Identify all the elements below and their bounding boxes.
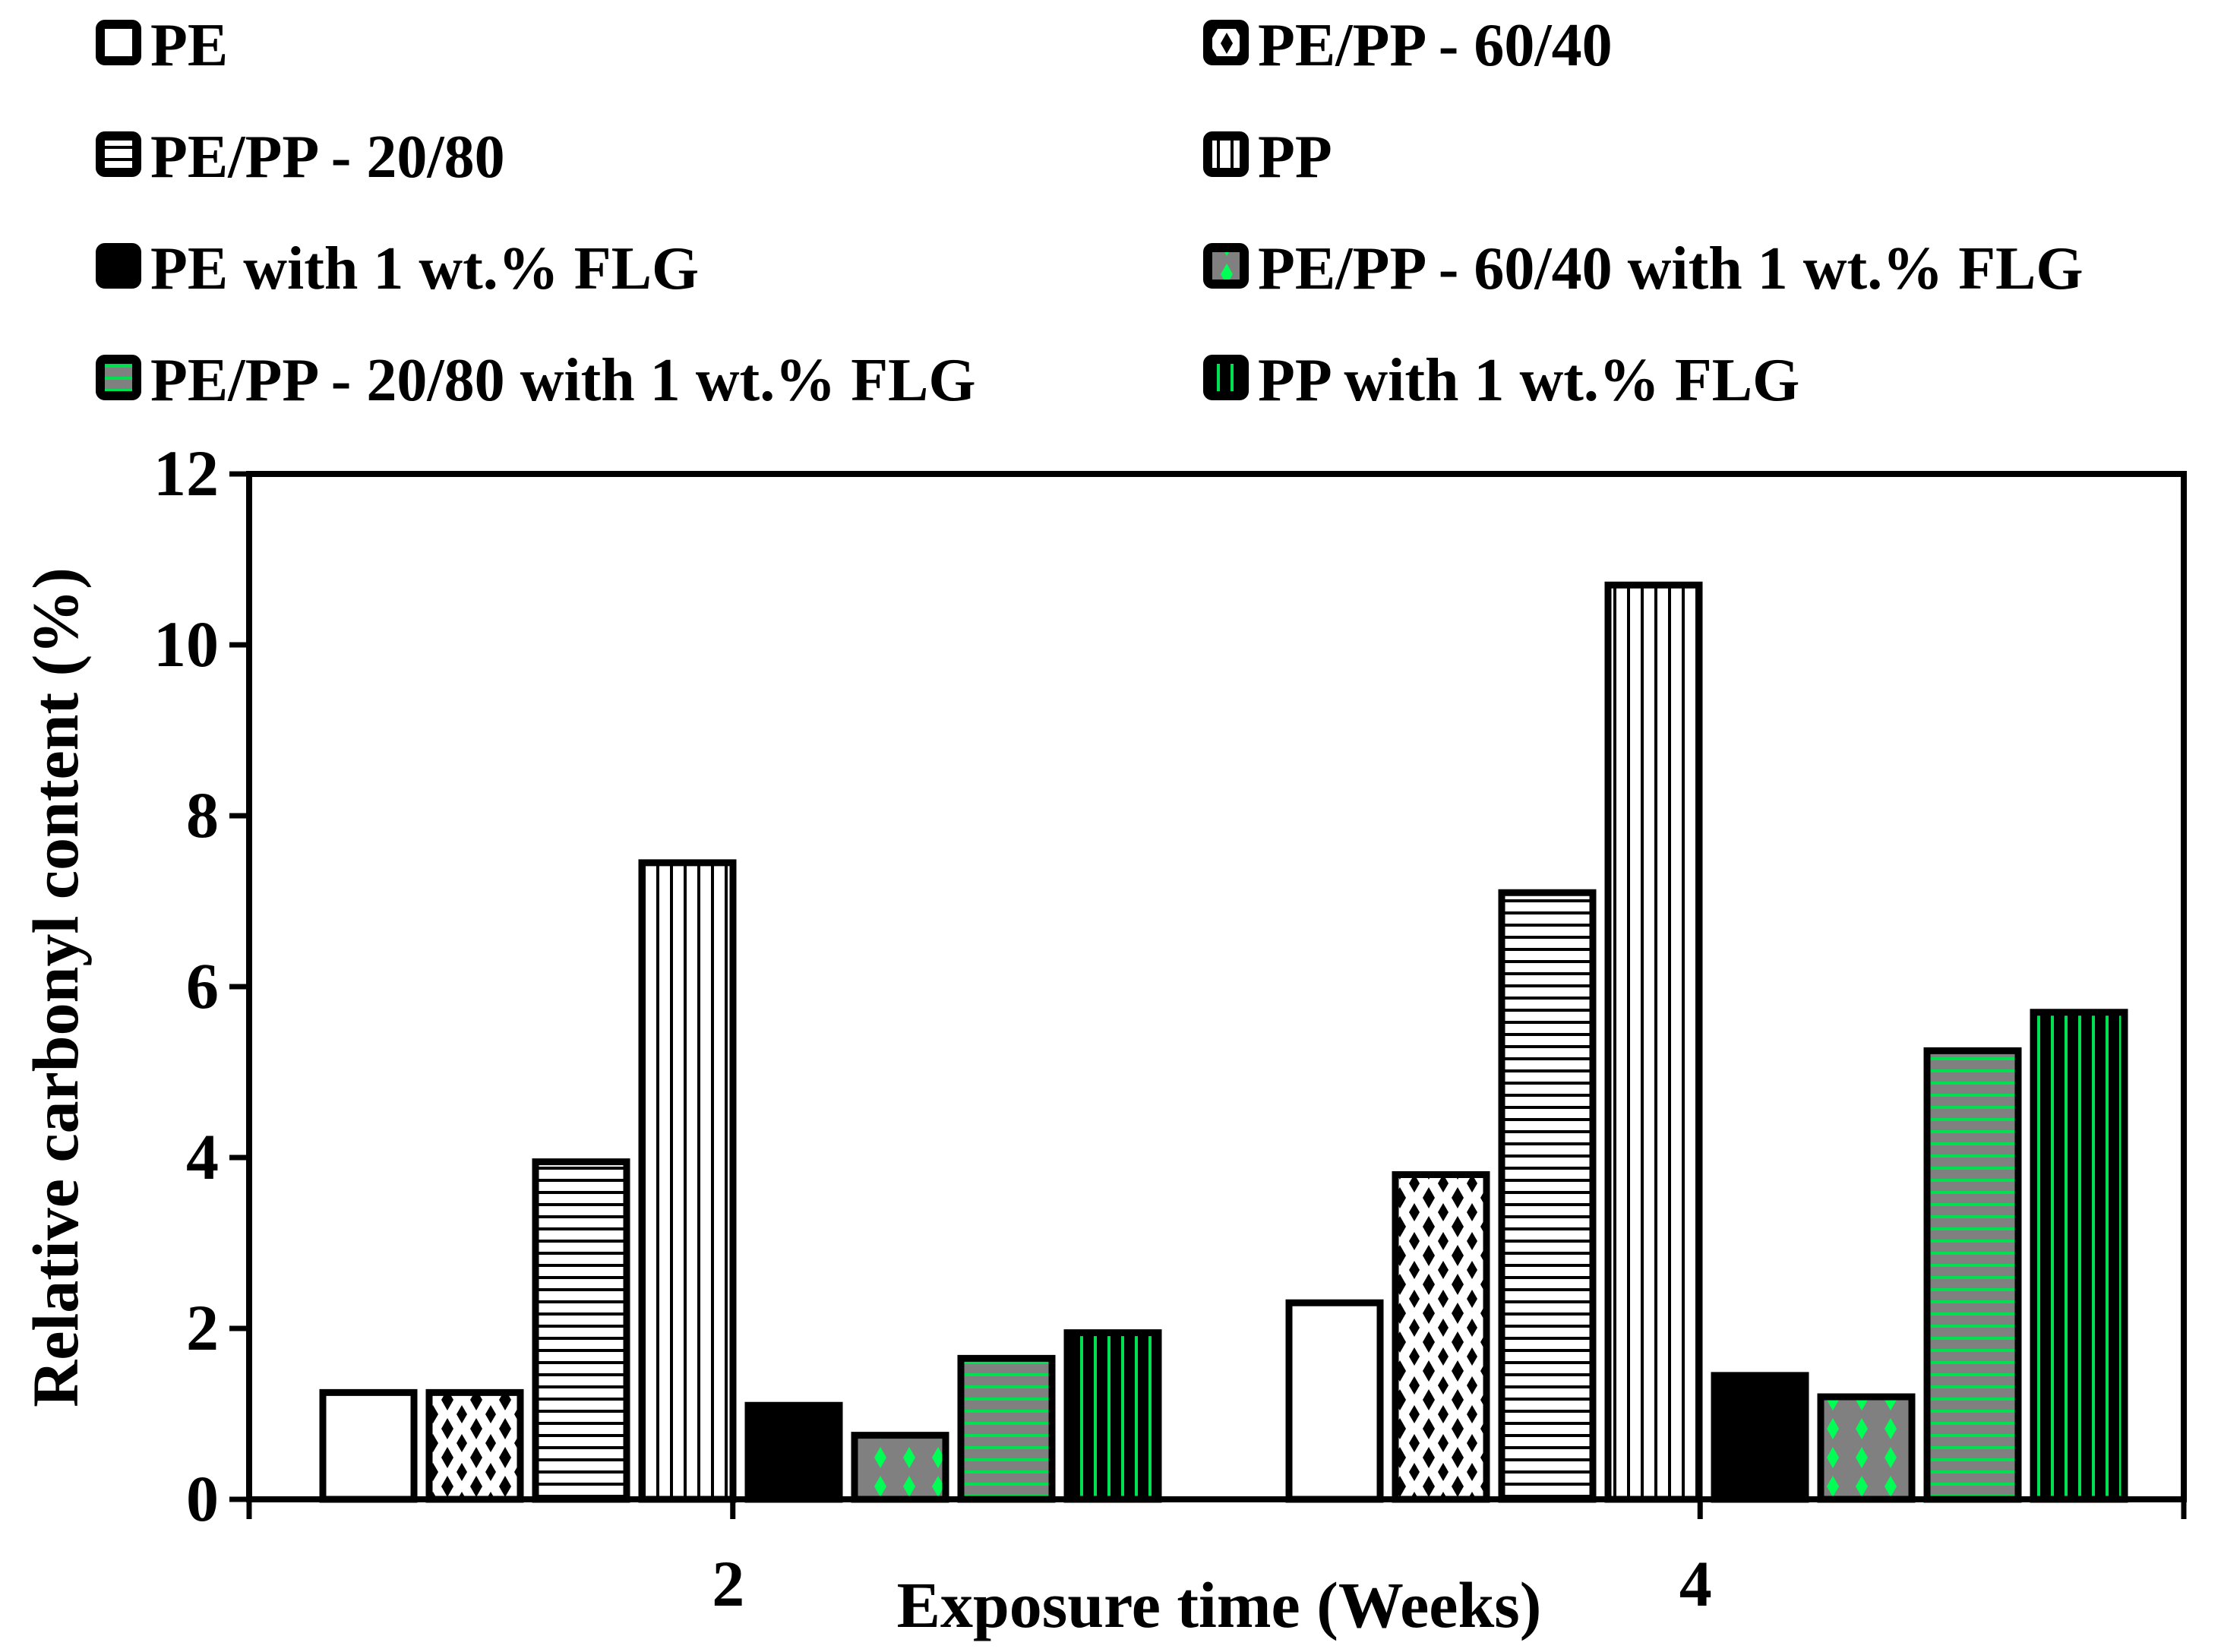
y-tick-label: 6 (186, 949, 219, 1022)
y-tick-label: 0 (186, 1462, 219, 1535)
bar-pe-pp-20-80-week-4 (1498, 889, 1597, 1503)
legend-label-pe-pp-20-80-with-1-wt-flg: PE/PP - 20/80 with 1 wt.% FLG (150, 347, 976, 414)
x-tick-label: 2 (712, 1547, 744, 1620)
bar-pe-pp-20-80-with-1-wt-flg-week-4 (1923, 1047, 2022, 1503)
bar-pe-with-1-wt-flg-week-2 (744, 1401, 843, 1503)
legend-label-pe-with-1-wt-flg: PE with 1 wt.% FLG (150, 235, 699, 302)
bar-pp-week-4 (1604, 581, 1703, 1503)
bar-pe-pp-20-80-with-1-wt-flg-week-2 (957, 1354, 1056, 1503)
legend-swatch-pe-pp-20-80-with-1-wt-flg (96, 355, 141, 400)
bars (319, 581, 2128, 1503)
legend-swatch-pe-pp-60-40 (1203, 20, 1249, 65)
legend-swatch-pe-pp-60-40-with-1-wt-flg (1203, 243, 1249, 289)
y-tick-label: 2 (186, 1291, 219, 1364)
legend-swatch-pp-with-1-wt-flg (1203, 355, 1249, 400)
bar-pe-pp-20-80-week-2 (532, 1158, 630, 1503)
legend-swatch-pp (1203, 131, 1249, 177)
legend-swatch-pe-pp-20-80 (96, 131, 141, 177)
bar-pp-with-1-wt-flg-week-4 (2030, 1009, 2128, 1503)
y-tick-label: 4 (186, 1120, 219, 1193)
legend-swatch-pe (96, 20, 141, 65)
legend-label-pp: PP (1258, 124, 1332, 191)
legend: PE PE/PP - 60/40 PE/PP - 20/80 PP PE with 1 … (96, 12, 2084, 414)
bar-pe-week-4 (1285, 1299, 1384, 1503)
y-axis-label: Relative carbonyl content (%) (19, 567, 92, 1407)
x-axis-label: Exposure time (Weeks) (897, 1568, 1542, 1641)
legend-swatch-pe-with-1-wt-flg (96, 243, 141, 289)
bar-pe-pp-60-40-week-4 (1392, 1171, 1490, 1503)
bar-pp-week-2 (638, 859, 737, 1503)
bar-pe-pp-60-40-week-2 (425, 1388, 524, 1503)
bar-pp-with-1-wt-flg-week-2 (1063, 1329, 1162, 1503)
bar-pe-week-2 (319, 1388, 418, 1503)
legend-label-pe-pp-60-40-with-1-wt-flg: PE/PP - 60/40 with 1 wt.% FLG (1258, 235, 2084, 302)
y-tick-label: 8 (186, 779, 219, 851)
y-tick-label: 10 (153, 608, 219, 681)
x-tick-label: 4 (1679, 1547, 1712, 1620)
y-tick-label: 12 (153, 437, 219, 510)
legend-label-pe-pp-60-40: PE/PP - 60/40 (1258, 12, 1613, 79)
y-axis: 0 2 4 6 8 10 12 (153, 437, 249, 1535)
legend-label-pp-with-1-wt-flg: PP with 1 wt.% FLG (1258, 347, 1799, 414)
bar-pe-pp-60-40-with-1-wt-flg-week-2 (851, 1432, 949, 1503)
bar-pe-with-1-wt-flg-week-4 (1711, 1372, 1809, 1503)
legend-label-pe: PE (150, 12, 228, 79)
legend-label-pe-pp-20-80: PE/PP - 20/80 (150, 124, 505, 191)
bar-pe-pp-60-40-with-1-wt-flg-week-4 (1817, 1393, 1916, 1503)
